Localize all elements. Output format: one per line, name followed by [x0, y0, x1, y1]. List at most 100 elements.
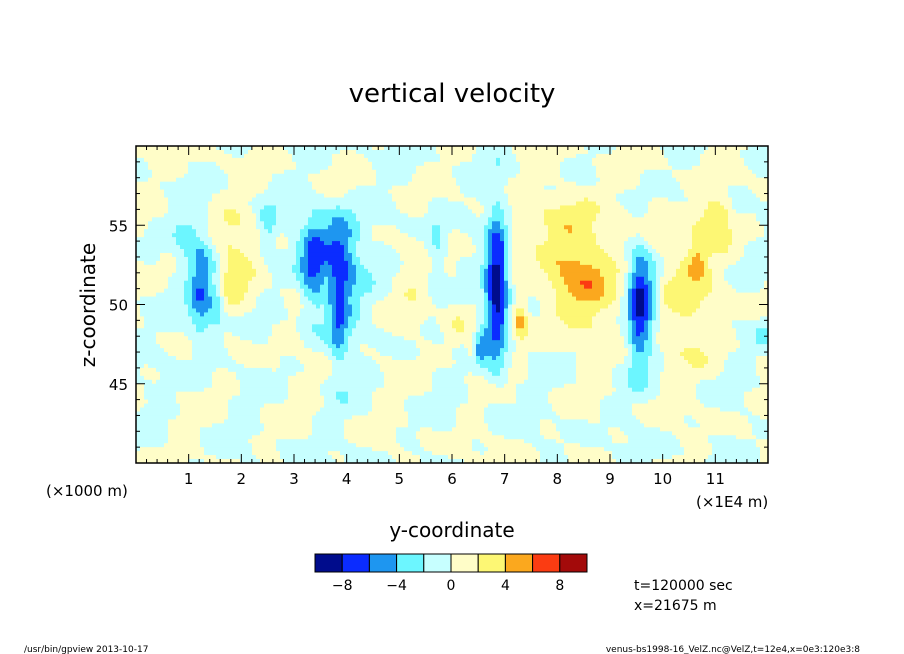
contour-cell — [368, 451, 373, 456]
contour-cell — [332, 387, 337, 393]
contour-cell — [140, 399, 145, 404]
contour-cell — [252, 447, 257, 452]
contour-cell — [252, 316, 257, 321]
contour-cell — [228, 288, 233, 294]
contour-cell — [356, 296, 361, 301]
contour-cell — [212, 411, 217, 416]
contour-cell — [244, 213, 249, 218]
contour-cell — [272, 221, 277, 226]
contour-cell — [336, 237, 341, 242]
contour-cell — [224, 439, 229, 444]
contour-cell — [164, 324, 169, 329]
contour-cell — [336, 447, 341, 452]
contour-cell — [168, 177, 173, 183]
contour-cell — [256, 272, 261, 278]
contour-cell — [248, 296, 253, 301]
contour-cell — [284, 304, 289, 309]
contour-cell — [368, 336, 373, 341]
contour-cell — [332, 403, 337, 408]
contour-cell — [244, 399, 249, 404]
contour-cell — [220, 443, 225, 448]
contour-cell — [148, 415, 153, 420]
contour-cell — [276, 241, 281, 246]
contour-cell — [308, 169, 313, 175]
contour-cell — [160, 272, 165, 278]
contour-cell — [296, 268, 301, 274]
contour-cell — [196, 431, 201, 436]
contour-cell — [316, 363, 321, 369]
contour-cell — [252, 391, 257, 397]
contour-cell — [152, 165, 157, 171]
contour-cell — [152, 304, 157, 309]
contour-cell — [300, 256, 305, 262]
contour-cell — [212, 252, 217, 258]
contour-cell — [336, 435, 341, 440]
contour-cell — [304, 459, 309, 464]
contour-cell — [220, 451, 225, 456]
contour-cell — [304, 407, 309, 412]
contour-cell — [264, 193, 269, 198]
contour-cell — [356, 359, 361, 365]
contour-cell — [140, 423, 145, 428]
contour-cell — [376, 157, 381, 163]
contour-cell — [264, 415, 269, 420]
contour-cell — [344, 312, 349, 317]
contour-cell — [228, 383, 233, 389]
contour-cell — [156, 252, 161, 258]
contour-cell — [272, 455, 277, 460]
contour-cell — [372, 379, 377, 385]
contour-cell — [376, 352, 381, 357]
contour-cell — [136, 249, 141, 254]
contour-cell — [152, 268, 157, 274]
contour-cell — [368, 197, 373, 202]
contour-cell — [260, 451, 265, 456]
contour-cell — [348, 363, 353, 369]
contour-cell — [140, 371, 145, 377]
contour-cell — [176, 245, 181, 250]
contour-cell — [236, 439, 241, 444]
contour-cell — [148, 260, 153, 266]
contour-cell — [280, 177, 285, 183]
contour-cell — [312, 391, 317, 397]
contour-cell — [136, 344, 141, 349]
contour-cell — [232, 399, 237, 404]
contour-cell — [300, 367, 305, 373]
contour-cell — [208, 395, 213, 400]
contour-cell — [344, 371, 349, 377]
contour-cell — [248, 213, 253, 218]
contour-cell — [164, 173, 169, 179]
contour-cell — [264, 157, 269, 163]
contour-cell — [356, 447, 361, 452]
contour-cell — [176, 229, 181, 234]
contour-cell — [192, 435, 197, 440]
contour-cell — [240, 459, 245, 464]
contour-cell — [304, 153, 309, 159]
contour-cell — [240, 312, 245, 317]
contour-cell — [176, 284, 181, 290]
contour-cell — [252, 336, 257, 341]
contour-cell — [376, 189, 381, 194]
contour-cell — [320, 165, 325, 171]
contour-cell — [140, 209, 145, 214]
contour-cell — [240, 320, 245, 325]
contour-cell — [240, 264, 245, 270]
contour-cell — [188, 205, 193, 210]
contour-cell — [260, 391, 265, 397]
contour-cell — [272, 435, 277, 440]
contour-cell — [156, 344, 161, 349]
contour-cell — [248, 403, 253, 408]
contour-cell — [272, 439, 277, 444]
contour-cell — [192, 225, 197, 230]
contour-cell — [300, 359, 305, 365]
contour-cell — [240, 233, 245, 238]
contour-cell — [244, 249, 249, 254]
contour-cell — [364, 201, 369, 206]
contour-cell — [312, 280, 317, 286]
contour-cell — [220, 260, 225, 266]
contour-cell — [212, 455, 217, 460]
contour-cell — [232, 276, 237, 282]
contour-cell — [252, 375, 257, 381]
contour-cell — [280, 447, 285, 452]
contour-cell — [336, 308, 341, 313]
contour-cell — [152, 308, 157, 313]
